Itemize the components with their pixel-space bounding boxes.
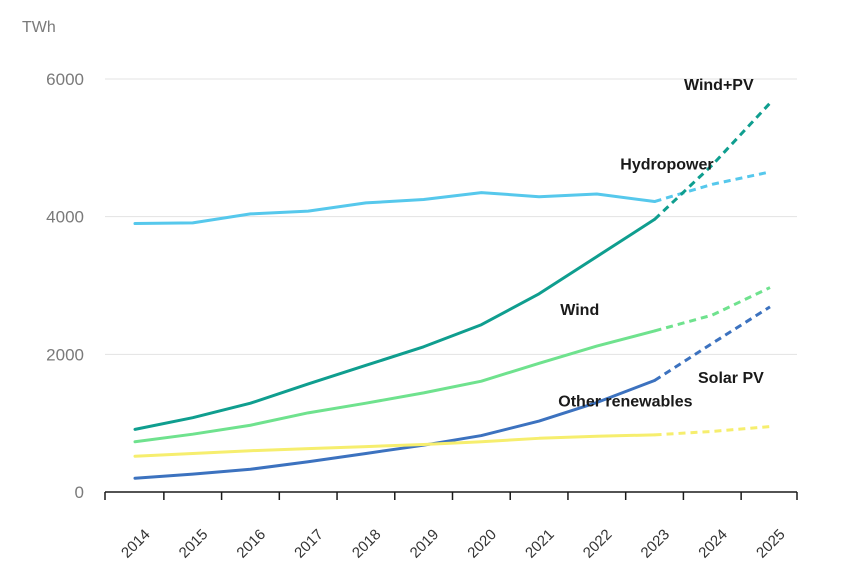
x-tick-label: 2025 [753, 526, 789, 562]
series-line-wind [133, 329, 657, 444]
x-tick-label: 2014 [118, 526, 154, 562]
y-unit-label: TWh [22, 19, 56, 36]
series-labels: Hydropower Wind+PV Wind Solar PV Other renew… [558, 77, 764, 410]
series-line-other-renewables [133, 433, 657, 458]
x-tick-label: 2016 [233, 526, 269, 562]
y-tick-label: 2000 [46, 345, 84, 364]
x-axis: 2014 2015 2016 2017 2018 2019 2020 2021 2022 2023… [104, 491, 798, 562]
series-label-wind: Wind [560, 302, 599, 319]
series-forecast-hydropower [654, 170, 771, 203]
series-label-solar-pv: Solar PV [698, 370, 764, 387]
series-lines [133, 102, 772, 480]
grid: 0 2000 4000 6000 [46, 70, 797, 502]
x-tick-label: 2015 [176, 526, 212, 562]
x-tick-label: 2023 [638, 526, 674, 562]
x-tick-label: 2024 [695, 526, 731, 562]
series-label-hydropower: Hydropower [620, 156, 713, 173]
x-tick-label: 2022 [580, 526, 616, 562]
series-line-solar-pv [133, 378, 657, 480]
x-tick-label: 2018 [349, 526, 385, 562]
y-tick-label: 4000 [46, 208, 84, 227]
series-forecast-wind-pv [653, 102, 772, 221]
series-label-wind-pv: Wind+PV [684, 77, 754, 94]
series-label-other-renewables: Other renewables [558, 393, 692, 410]
series-line-hydropower [133, 191, 657, 226]
x-tick-label: 2020 [464, 526, 500, 562]
series-forecast-solar-pv [653, 305, 771, 382]
x-tick-label: 2019 [407, 526, 443, 562]
x-tick-label: 2017 [291, 526, 327, 562]
series-forecast-other-renewables [654, 425, 771, 437]
y-tick-label: 6000 [46, 70, 84, 89]
y-tick-label: 0 [75, 483, 84, 502]
series-line-wind-pv [133, 217, 657, 431]
series-forecast-wind [654, 286, 771, 333]
x-tick-label: 2021 [522, 526, 558, 562]
